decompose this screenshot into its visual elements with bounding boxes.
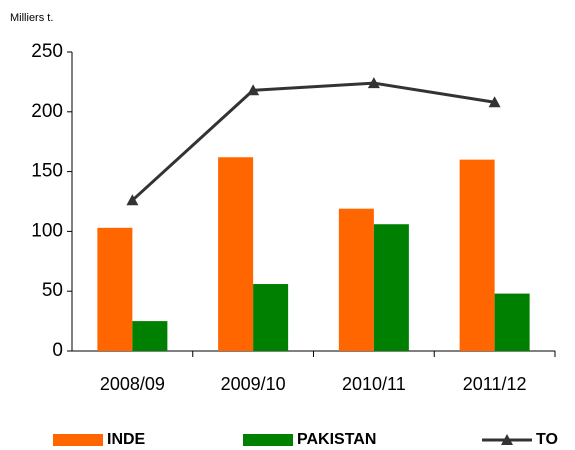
line-marker — [126, 194, 139, 206]
legend-label: INDE — [107, 431, 146, 448]
bar — [459, 159, 495, 351]
legend-swatch — [53, 434, 103, 446]
y-tick-label: 0 — [52, 340, 63, 361]
legend-marker — [501, 434, 513, 445]
y-tick-label: 50 — [42, 280, 63, 301]
line — [131, 81, 495, 202]
legend-label: PAKISTAN — [297, 431, 376, 448]
line-marker — [367, 77, 380, 89]
legend-swatch — [243, 434, 293, 446]
y-tick-label: 200 — [31, 101, 63, 122]
y-tick-label: 150 — [31, 161, 63, 182]
bar — [97, 227, 133, 351]
y-tick-label: 100 — [31, 220, 63, 241]
bar — [338, 208, 374, 351]
bar — [218, 157, 254, 351]
line-marker — [247, 84, 260, 96]
y-tick-label: 250 — [31, 41, 63, 62]
y-axis-label: Milliers t. — [10, 12, 53, 24]
x-tick-label: 2011/12 — [463, 374, 527, 394]
x-tick-label: 2008/09 — [100, 374, 165, 394]
bar — [132, 321, 168, 351]
legend-label: TO — [536, 431, 558, 448]
bar — [373, 224, 409, 351]
bar — [494, 293, 530, 351]
x-tick-label: 2010/11 — [342, 374, 406, 394]
bar — [253, 284, 289, 351]
x-tick-label: 2009/10 — [221, 374, 286, 394]
line-marker — [488, 96, 501, 108]
